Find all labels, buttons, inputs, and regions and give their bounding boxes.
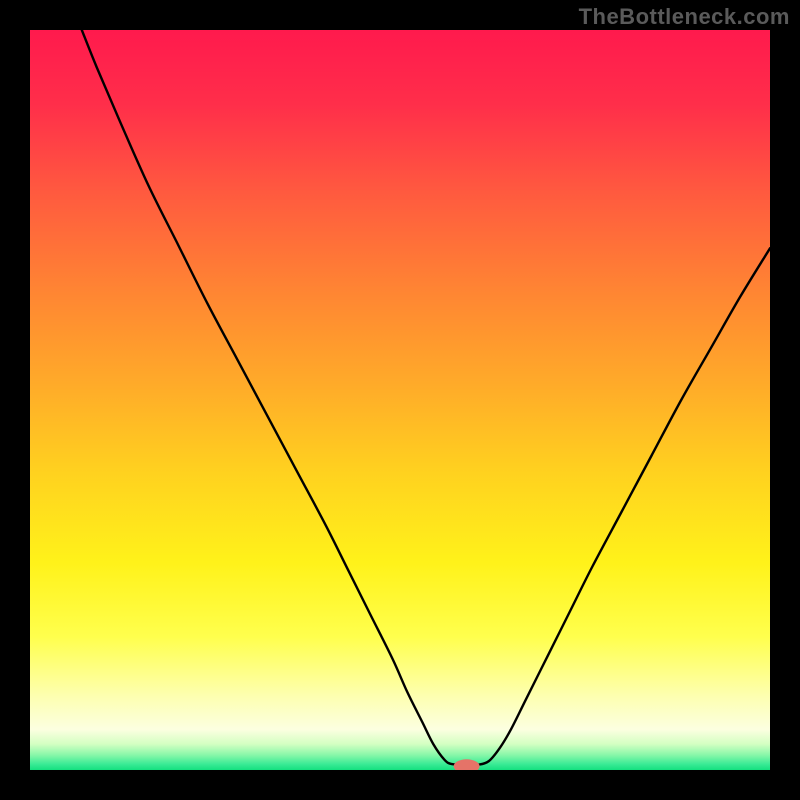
plot-background [30, 30, 770, 770]
watermark-text: TheBottleneck.com [579, 4, 790, 30]
bottleneck-chart: TheBottleneck.com [0, 0, 800, 800]
curve-marker [454, 759, 480, 773]
chart-svg [0, 0, 800, 800]
